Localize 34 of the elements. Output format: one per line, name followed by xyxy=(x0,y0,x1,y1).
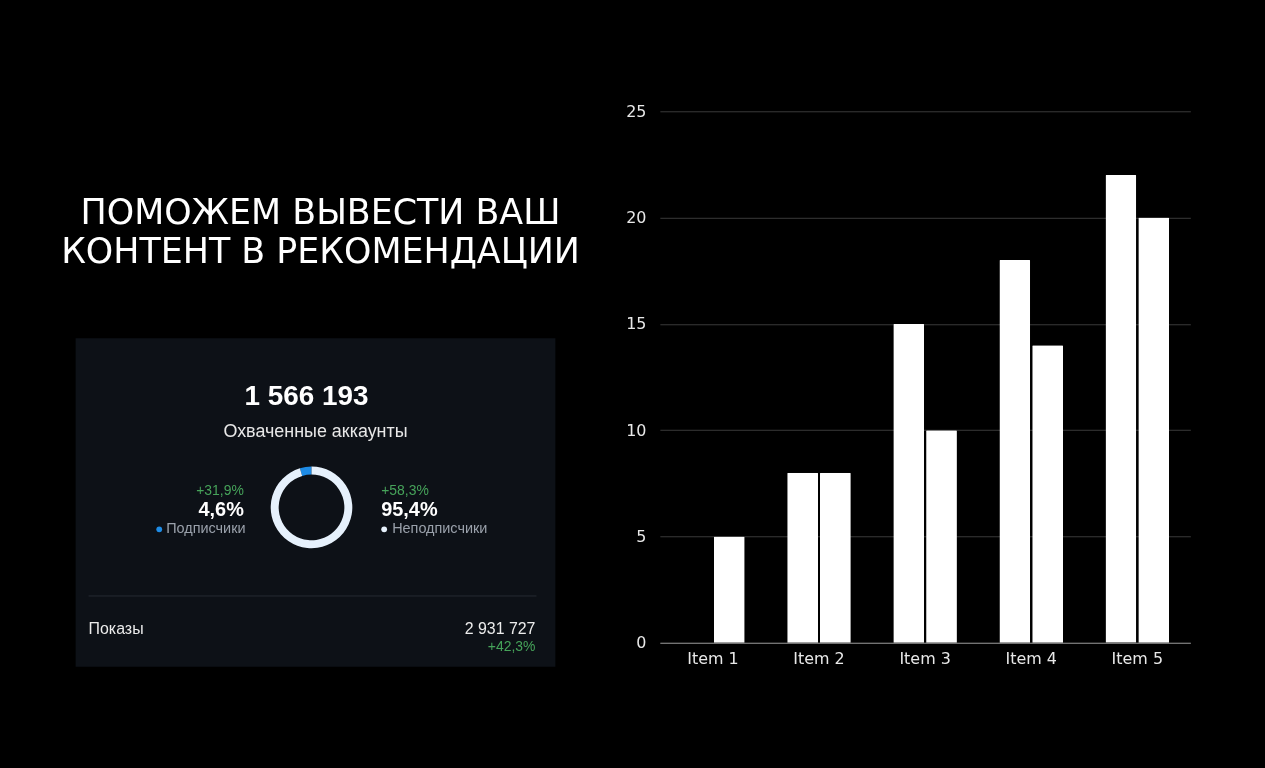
y-tick-label: 15 xyxy=(626,314,647,334)
y-tick-label: 20 xyxy=(626,208,647,228)
data-label: 4,6% xyxy=(198,498,245,521)
bar xyxy=(1032,345,1064,643)
text: +31,9% xyxy=(196,482,244,499)
bar xyxy=(999,260,1031,643)
chart-title: 1 566 193 xyxy=(244,379,369,411)
bar xyxy=(1105,175,1137,643)
y-tick-label: 5 xyxy=(636,526,647,546)
text: +58,3% xyxy=(381,482,429,499)
text: Показы xyxy=(88,619,144,637)
y-tick-label: 25 xyxy=(626,101,647,121)
x-tick-label: Item 5 xyxy=(1111,649,1163,669)
chart-subtitle: Охваченные аккаунты xyxy=(223,420,408,441)
bar xyxy=(1138,217,1170,643)
donut-slice xyxy=(270,466,353,549)
y-tick-label: 0 xyxy=(636,633,647,653)
legend-label: Неподписчики xyxy=(392,520,488,537)
text: ПОМОЖЕМ ВЫВЕСТИ ВАШ КОНТЕНТ В РЕКОМЕНДАЦИИ xyxy=(61,191,580,271)
x-tick-label: Item 3 xyxy=(899,649,951,669)
x-tick-label: Item 1 xyxy=(687,649,739,669)
bar xyxy=(926,430,957,643)
bar xyxy=(713,536,745,643)
bar xyxy=(893,323,925,643)
text: +42,3% xyxy=(487,637,536,654)
x-tick-label: Item 4 xyxy=(1005,649,1057,669)
x-tick-label: Item 2 xyxy=(793,649,845,669)
data-label: 95,4% xyxy=(381,498,438,521)
bar xyxy=(787,472,819,643)
y-tick-label: 10 xyxy=(626,420,647,440)
donut-slice xyxy=(299,466,312,476)
legend-label: Подписчики xyxy=(166,520,246,537)
text: 2 931 727 xyxy=(464,619,536,637)
bar xyxy=(820,472,851,643)
